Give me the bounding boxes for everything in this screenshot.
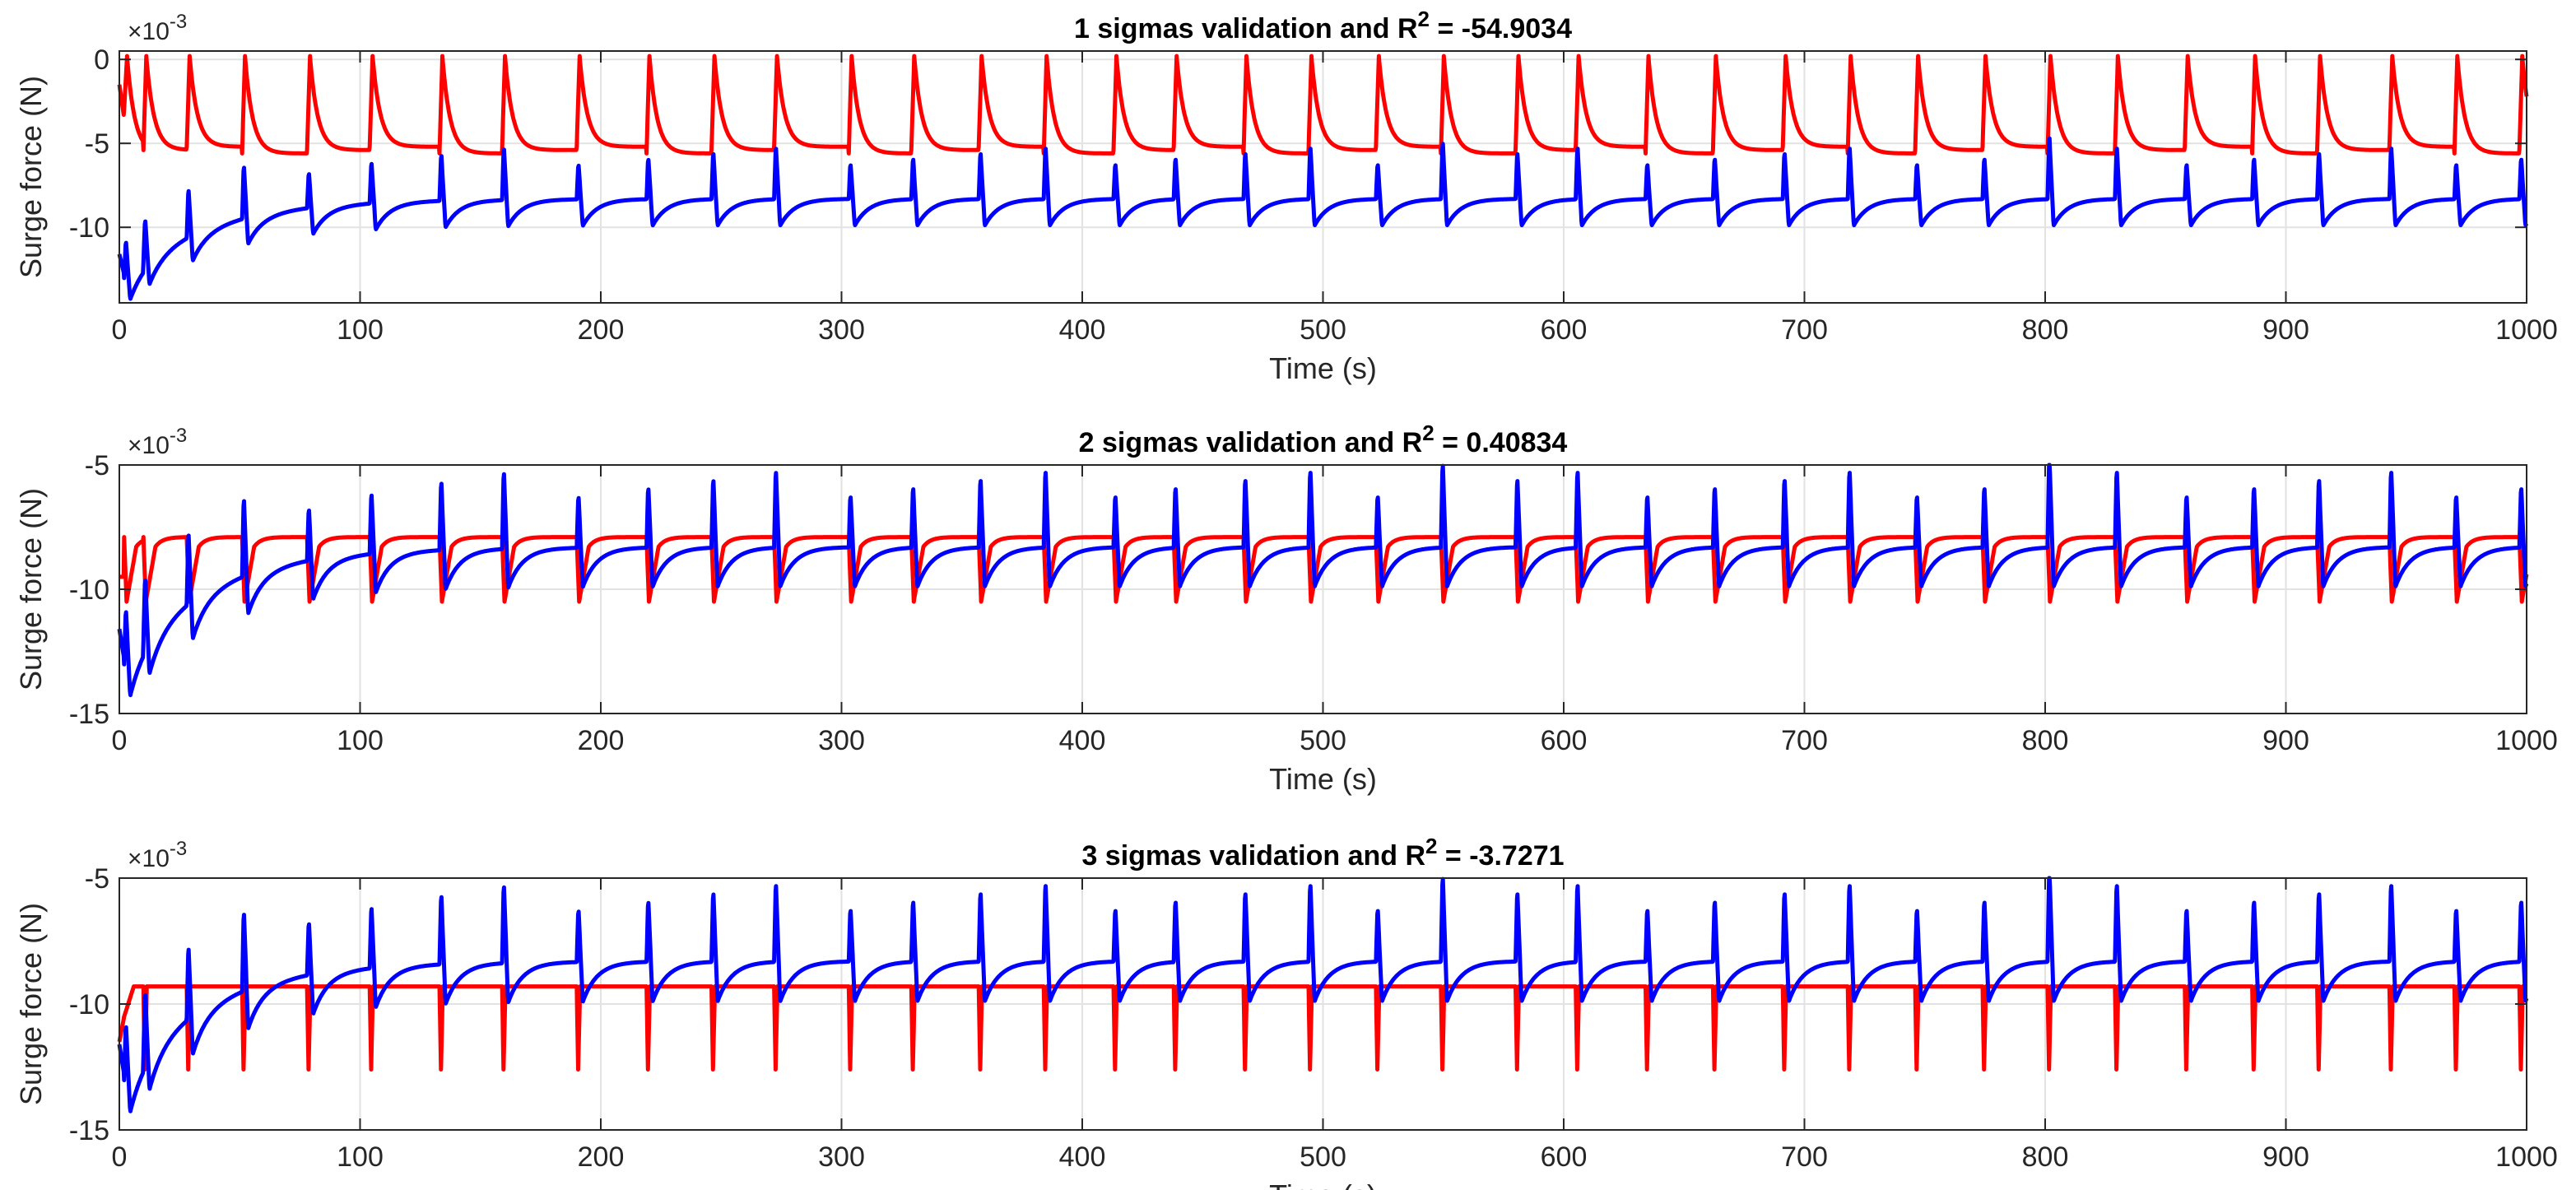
x-tick-label: 500 [1300,1141,1346,1173]
y-tick-label: -10 [69,212,109,244]
chart-panel-3: 0 100 200 300 400 500 600 700 800 900 1000 -5 -10 -15… [14,834,2558,1190]
x-tick-label: 900 [2262,1141,2309,1173]
x-tick-label: 1000 [2495,314,2558,346]
x-tick-label: 0 [112,1141,128,1173]
x-tick-label: 800 [2022,725,2069,756]
y-tick-label: -5 [85,863,109,895]
x-tick-label: 1000 [2495,725,2558,756]
x-tick-label: 400 [1059,314,1106,346]
y-tick-label: -10 [69,989,109,1020]
x-tick-label: 600 [1541,1141,1588,1173]
x-tick-label: 800 [2022,1141,2069,1173]
x-tick-label: 300 [818,1141,865,1173]
x-tick-label: 400 [1059,1141,1106,1173]
x-tick-label: 700 [1781,725,1828,756]
x-tick-label: 1000 [2495,1141,2558,1173]
y-axis-label: Surge force (N) [14,76,48,278]
y-tick-label: -5 [85,128,109,160]
x-tick-label: 300 [818,725,865,756]
y-tick-label: -10 [69,574,109,606]
x-tick-label: 700 [1781,1141,1828,1173]
x-tick-label: 100 [337,314,384,346]
x-axis-label: Time (s) [1269,1178,1377,1190]
x-tick-label: 900 [2262,725,2309,756]
series-line-red [118,535,2529,604]
x-axis-label: Time (s) [1269,351,1377,385]
chart-title: 2 sigmas validation and R2 = 0.40834 [1079,421,1568,458]
y-exponent-label: ×10-3 [128,425,187,459]
x-tick-label: 700 [1781,314,1828,346]
x-tick-label: 200 [578,314,625,346]
series-line-red [117,53,2529,156]
x-tick-label: 500 [1300,314,1346,346]
y-axis-label: Surge force (N) [14,903,48,1105]
chart-panel-1: 0 100 200 300 400 500 600 700 800 900 1000 0 -5 -10 ×1… [14,7,2558,385]
y-tick-label: 0 [94,44,109,76]
y-tick-label: -15 [69,1115,109,1146]
x-tick-label: 500 [1300,725,1346,756]
chart-title: 1 sigmas validation and R2 = -54.9034 [1074,7,1572,44]
y-axis-label: Surge force (N) [14,488,48,690]
y-tick-label: -15 [69,699,109,730]
x-axis-label: Time (s) [1269,762,1377,796]
chart-title: 3 sigmas validation and R2 = -3.7271 [1081,834,1564,872]
x-tick-label: 600 [1541,314,1588,346]
x-tick-label: 0 [112,725,128,756]
x-tick-label: 600 [1541,725,1588,756]
y-exponent-label: ×10-3 [128,838,187,872]
x-tick-label: 200 [578,1141,625,1173]
series-line-blue [117,463,2529,698]
x-tick-label: 300 [818,314,865,346]
x-tick-label: 100 [337,1141,384,1173]
y-exponent-label: ×10-3 [128,11,187,45]
series-line-blue [117,876,2529,1113]
x-tick-label: 200 [578,725,625,756]
x-tick-label: 100 [337,725,384,756]
series-line-blue [117,136,2529,301]
x-tick-label: 0 [112,314,128,346]
x-tick-label: 800 [2022,314,2069,346]
x-tick-label: 400 [1059,725,1106,756]
x-tick-label: 900 [2262,314,2309,346]
y-tick-label: -5 [85,450,109,481]
chart-panel-2: 0 100 200 300 400 500 600 700 800 900 1000 -5 -10 -15… [14,421,2558,796]
